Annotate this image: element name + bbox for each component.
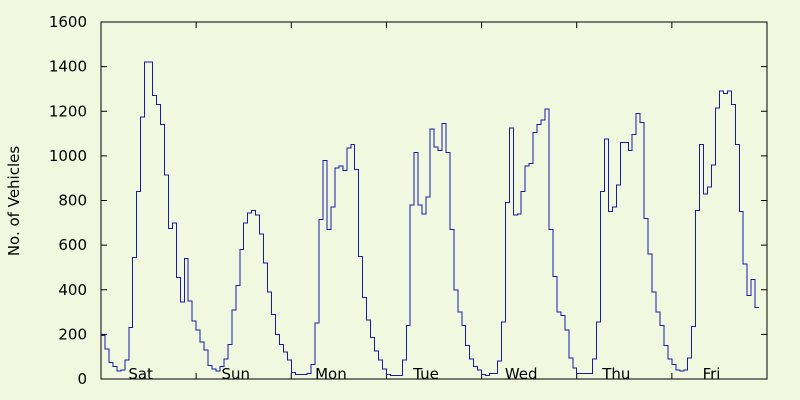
y-tick-label: 600 bbox=[58, 236, 87, 254]
y-tick-label: 400 bbox=[58, 281, 87, 299]
x-day-label-sun: Sun bbox=[222, 365, 251, 383]
x-day-label-fri: Fri bbox=[703, 365, 721, 383]
y-tick-label: 0 bbox=[77, 370, 87, 388]
y-tick-label: 1200 bbox=[49, 102, 87, 120]
y-tick-label: 1000 bbox=[49, 147, 87, 165]
y-tick-label: 1400 bbox=[49, 58, 87, 76]
y-tick-label: 200 bbox=[58, 325, 87, 343]
x-day-label-sat: Sat bbox=[128, 365, 153, 383]
y-tick-label: 1600 bbox=[49, 13, 87, 31]
x-day-label-thu: Thu bbox=[601, 365, 630, 383]
plot-frame bbox=[100, 21, 768, 380]
x-day-label-wed: Wed bbox=[505, 365, 538, 383]
series-line-0 bbox=[101, 61, 760, 377]
x-day-label-tue: Tue bbox=[412, 365, 439, 383]
plot-area: 0 200 400 600 800 1000 1200 1400 1600 Sat Sun Mon Tu… bbox=[49, 13, 768, 388]
x-day-label-mon: Mon bbox=[315, 365, 347, 383]
y-axis-title: No. of Vehicles bbox=[5, 146, 23, 257]
y-tick-label: 800 bbox=[58, 192, 87, 210]
